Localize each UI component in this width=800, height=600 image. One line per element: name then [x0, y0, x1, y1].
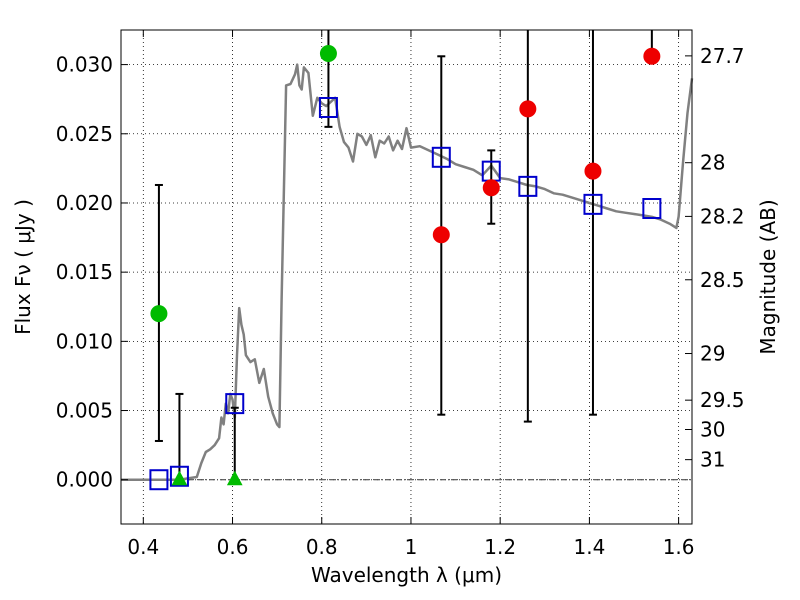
x-tick-label: 1.6: [663, 535, 695, 559]
detection-point: [482, 179, 500, 197]
y-tick-label: 0.025: [56, 122, 113, 146]
y-tick-label: 0.015: [56, 260, 113, 284]
model-flux-square: [225, 393, 245, 415]
upper-limit-triangle: [226, 470, 243, 486]
y-tick-label: 0.020: [56, 191, 113, 215]
detection-point: [584, 162, 602, 180]
y-axis-right-label: Magnitude (AB): [756, 199, 780, 354]
plot-area: [121, 30, 694, 491]
magnitude-tick-label: 28: [700, 151, 725, 175]
detection-point: [319, 45, 337, 63]
x-tick-label: 1: [405, 535, 418, 559]
y-axis-label: Flux Fν ( μJy ): [11, 199, 35, 335]
magnitude-tick-label: 31: [700, 448, 725, 472]
x-tick-label: 0.4: [127, 535, 159, 559]
axes-frame: [120, 29, 693, 525]
model-flux-square: [518, 175, 538, 197]
magnitude-tick-label: 29.5: [700, 388, 745, 412]
sed-template-line: [121, 63, 694, 481]
model-flux-square: [149, 469, 169, 491]
magnitude-tick-label: 27.7: [700, 44, 745, 68]
detection-point: [519, 100, 537, 118]
detection-point: [432, 226, 450, 244]
model-flux-square: [169, 465, 189, 487]
x-tick-label: 0.6: [217, 535, 249, 559]
y-tick-label: 0.010: [56, 329, 113, 353]
detection-point: [643, 47, 661, 65]
upper-limit-triangle: [171, 470, 188, 486]
y-tick-label: 0.005: [56, 399, 113, 423]
magnitude-tick-label: 28.5: [700, 268, 745, 292]
x-axis-label: Wavelength λ (μm): [311, 563, 502, 587]
magnitude-tick-label: 28.2: [700, 204, 745, 228]
axis-ticks: 0.4 0.6 0.8 1 1.2 1.4 1.6 0.000 0.005 0.010 0.015 0…: [56, 30, 745, 559]
model-flux-square: [431, 146, 451, 168]
x-tick-label: 1.4: [573, 535, 605, 559]
magnitude-tick-label: 29: [700, 342, 725, 366]
x-tick-label: 1.2: [484, 535, 516, 559]
model-flux-square: [583, 193, 603, 215]
model-flux-square: [318, 96, 338, 118]
y-tick-label: 0.030: [56, 53, 113, 77]
detection-point: [150, 305, 168, 323]
magnitude-tick-label: 30: [700, 417, 725, 441]
model-flux-square: [642, 198, 662, 220]
x-tick-label: 0.8: [306, 535, 338, 559]
y-tick-label: 0.000: [56, 468, 113, 492]
